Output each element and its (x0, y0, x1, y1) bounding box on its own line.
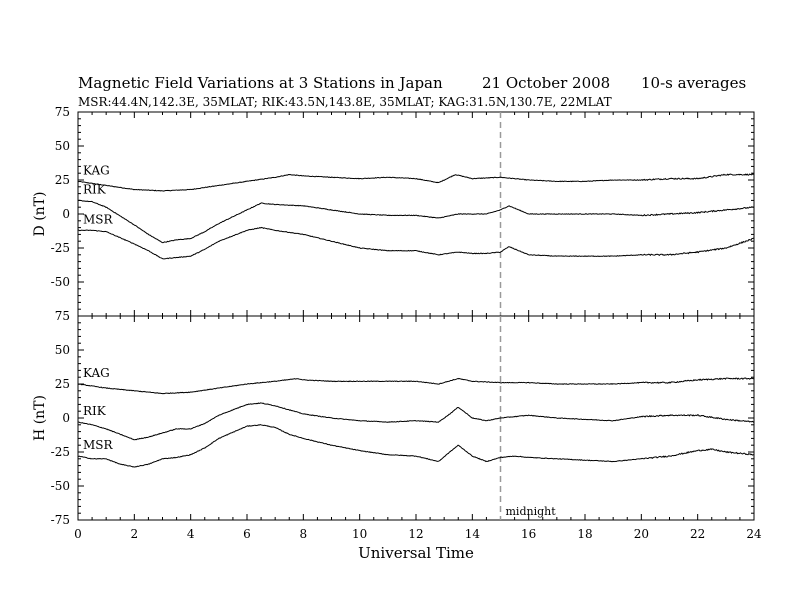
series-label-rik: RIK (83, 182, 107, 196)
station-coordinates: MSR:44.4N,142.3E, 35MLAT; RIK:43.5N,143.… (78, 95, 612, 109)
plot-frame (77, 315, 755, 521)
series-line-rik (77, 402, 755, 441)
y-tick-label: -50 (51, 275, 70, 289)
series-line-kag (77, 173, 755, 192)
series-line-kag (77, 377, 755, 395)
x-axis-label: Universal Time (358, 544, 474, 562)
x-tick-label: 14 (465, 527, 481, 541)
y-tick-label: -50 (51, 479, 70, 493)
series-label-kag: KAG (83, 366, 110, 380)
chart-date: 21 October 2008 (482, 74, 610, 92)
y-tick-label: 25 (55, 377, 70, 391)
series-label-kag: KAG (83, 163, 110, 177)
y-tick-label: 75 (55, 105, 70, 119)
y-tick-label: -25 (51, 445, 70, 459)
series-line-msr (77, 226, 755, 260)
series-label-msr: MSR (83, 212, 114, 226)
y-tick-label: 50 (55, 139, 70, 153)
chart-averaging: 10-s averages (641, 74, 746, 92)
y-axis-label: D (nT) (32, 192, 48, 237)
midnight-annotation: midnight (506, 505, 557, 518)
x-tick-label: 20 (634, 527, 649, 541)
x-tick-label: 2 (131, 527, 139, 541)
series-line-rik (77, 199, 755, 244)
y-tick-label: 0 (62, 411, 70, 425)
y-tick-label: 75 (55, 309, 70, 323)
x-tick-label: 24 (746, 527, 762, 541)
series-label-rik: RIK (83, 404, 107, 418)
x-tick-label: 10 (352, 527, 367, 541)
y-tick-label: -25 (51, 241, 70, 255)
x-tick-label: 16 (521, 527, 536, 541)
chart-title: Magnetic Field Variations at 3 Stations … (78, 74, 443, 92)
x-tick-label: 4 (187, 527, 195, 541)
series-label-msr: MSR (83, 438, 114, 452)
y-tick-label: 25 (55, 173, 70, 187)
x-tick-label: 12 (408, 527, 423, 541)
y-tick-label: 0 (62, 207, 70, 221)
x-tick-label: 22 (690, 527, 705, 541)
y-tick-label: 50 (55, 343, 70, 357)
x-tick-label: 8 (300, 527, 308, 541)
x-tick-label: 18 (577, 527, 592, 541)
x-tick-label: 6 (243, 527, 251, 541)
series-line-msr (77, 424, 755, 468)
y-tick-label: -75 (51, 513, 70, 527)
x-tick-label: 0 (74, 527, 82, 541)
d-panel: 75 50 25 0 -25 -50 D (nT) KAG RIK MSR (32, 105, 755, 317)
plot-frame (77, 111, 755, 317)
y-axis-label: H (nT) (32, 395, 48, 441)
